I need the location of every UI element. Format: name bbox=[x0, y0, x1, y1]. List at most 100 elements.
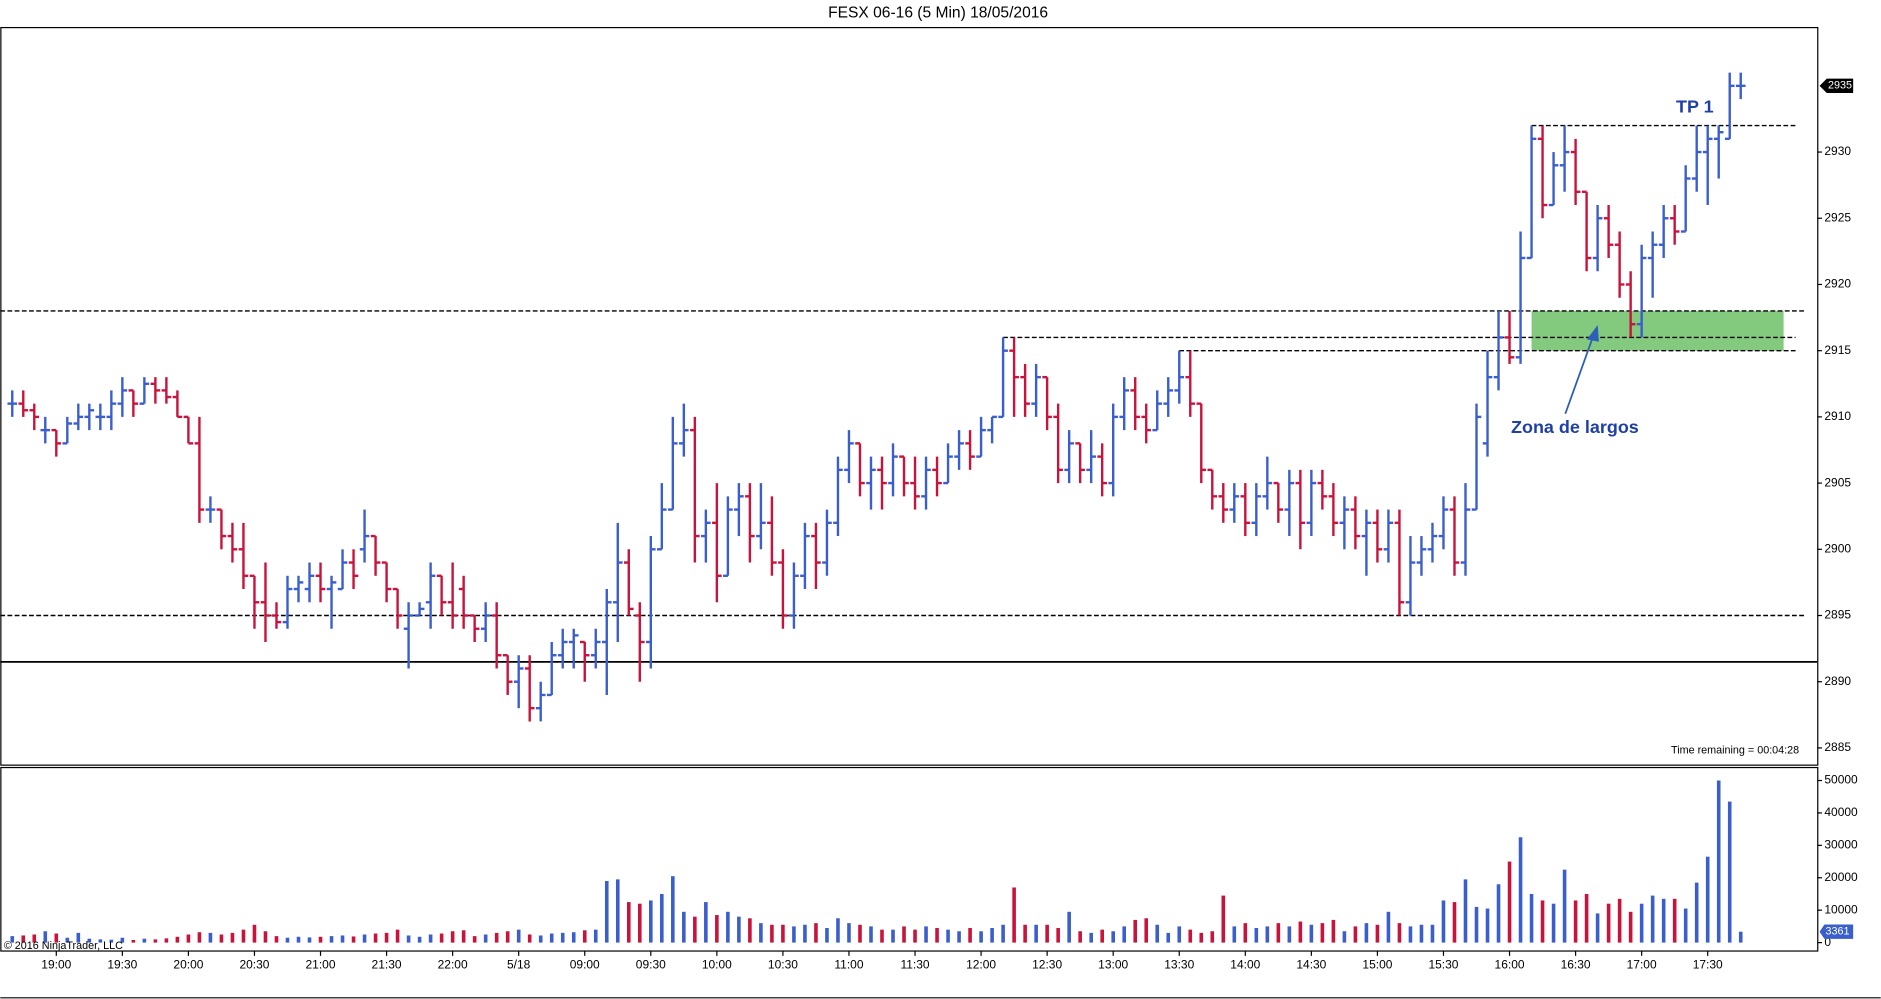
chart-title: FESX 06-16 (5 Min) 18/05/2016 bbox=[828, 4, 1048, 21]
y-tick-label: 2900 bbox=[1824, 541, 1851, 555]
volume-bar bbox=[373, 933, 378, 943]
status-text: Time remaining = 00:04:28 bbox=[1671, 745, 1799, 757]
volume-bar bbox=[637, 903, 642, 943]
volume-bar bbox=[1331, 919, 1336, 943]
level-label: TP 1 bbox=[1676, 96, 1714, 116]
volume-bar bbox=[1265, 926, 1270, 943]
volume-bar bbox=[1111, 931, 1115, 943]
y-tick-label: 2905 bbox=[1824, 475, 1851, 489]
volume-bar bbox=[1617, 898, 1622, 943]
volume-bar bbox=[759, 923, 763, 943]
x-tick-label: 20:00 bbox=[173, 958, 203, 972]
volume-tick-label: 40000 bbox=[1824, 805, 1858, 819]
volume-bar bbox=[164, 938, 169, 943]
volume-bar bbox=[505, 931, 510, 943]
annotation-arrowhead bbox=[1586, 325, 1599, 342]
volume-bar bbox=[946, 929, 950, 943]
volume-bar bbox=[593, 929, 598, 943]
volume-bar bbox=[1474, 906, 1479, 943]
volume-bar bbox=[54, 933, 59, 943]
price-panel bbox=[0, 26, 1819, 766]
volume-bar bbox=[1628, 911, 1633, 943]
x-tick-label: 17:00 bbox=[1627, 958, 1657, 972]
x-tick-label: 15:30 bbox=[1428, 958, 1458, 972]
volume-bar bbox=[924, 926, 928, 943]
volume-bar bbox=[1452, 902, 1457, 943]
volume-bar bbox=[175, 936, 180, 943]
x-tick-label: 11:00 bbox=[834, 958, 863, 972]
volume-bar bbox=[1375, 924, 1380, 943]
volume-bar bbox=[1166, 932, 1171, 943]
volume-bar bbox=[186, 934, 191, 943]
volume-bar bbox=[1188, 929, 1193, 943]
volume-bar bbox=[880, 929, 884, 943]
volume-bar bbox=[1122, 926, 1127, 943]
volume-bar bbox=[241, 929, 246, 943]
volume-tick-label: 10000 bbox=[1824, 902, 1858, 916]
x-tick-label: 20:30 bbox=[239, 958, 269, 972]
volume-bar bbox=[1496, 884, 1501, 943]
x-tick-label: 5/18 bbox=[507, 958, 531, 972]
volume-bar bbox=[384, 932, 389, 943]
y-tick-label: 2885 bbox=[1824, 740, 1851, 754]
y-tick-label: 2910 bbox=[1824, 409, 1851, 423]
volume-bar bbox=[351, 936, 356, 943]
volume-bar bbox=[626, 902, 631, 943]
volume-bar bbox=[263, 931, 268, 943]
volume-bar bbox=[1001, 924, 1005, 943]
volume-bar bbox=[825, 928, 829, 943]
volume-bar bbox=[604, 881, 609, 943]
volume-bar bbox=[582, 930, 587, 943]
y-tick-label: 2895 bbox=[1824, 608, 1851, 622]
x-tick-label: 19:30 bbox=[107, 958, 137, 972]
volume-bar bbox=[428, 934, 433, 943]
volume-bar bbox=[32, 934, 37, 943]
volume-bar bbox=[1210, 931, 1215, 943]
volume-bar bbox=[957, 931, 961, 943]
volume-bar bbox=[494, 932, 499, 943]
volume-bar bbox=[792, 926, 796, 943]
volume-tick-label: 20000 bbox=[1824, 870, 1858, 884]
volume-bar bbox=[968, 928, 972, 943]
volume-bar bbox=[307, 937, 312, 943]
volume-bar bbox=[1034, 924, 1038, 943]
volume-bar bbox=[1672, 898, 1677, 943]
volume-bar bbox=[902, 926, 906, 943]
x-tick-label: 21:30 bbox=[372, 958, 402, 972]
volume-bar bbox=[483, 934, 488, 943]
volume-bar bbox=[549, 933, 554, 943]
volume-tick-label: 30000 bbox=[1824, 838, 1858, 852]
volume-bar bbox=[142, 938, 147, 943]
x-tick-label: 16:30 bbox=[1561, 958, 1591, 972]
volume-bar bbox=[781, 924, 785, 943]
volume-bar bbox=[1705, 856, 1710, 943]
volume-bar bbox=[1606, 903, 1611, 943]
x-tick-label: 11:30 bbox=[900, 958, 929, 972]
volume-bar bbox=[153, 939, 158, 943]
volume-bar bbox=[1518, 837, 1523, 943]
volume-bar bbox=[1232, 926, 1237, 943]
volume-tick-label: 50000 bbox=[1824, 773, 1858, 787]
volume-bar bbox=[10, 936, 15, 943]
volume-bar bbox=[285, 937, 290, 943]
volume-bar bbox=[516, 929, 521, 943]
volume-bar bbox=[439, 933, 444, 943]
y-tick-label: 2925 bbox=[1824, 210, 1851, 224]
x-tick-label: 15:00 bbox=[1362, 958, 1392, 972]
volume-bar bbox=[913, 929, 917, 943]
volume-bar bbox=[1045, 924, 1049, 943]
volume-bar bbox=[1155, 924, 1160, 943]
volume-bar bbox=[109, 939, 114, 943]
volume-bar bbox=[990, 928, 994, 943]
volume-bar bbox=[1364, 923, 1369, 943]
volume-bar bbox=[1133, 919, 1138, 943]
volume-bar bbox=[340, 935, 345, 943]
volume-bar bbox=[1386, 911, 1391, 943]
volume-bar bbox=[1397, 923, 1402, 943]
volume-bar bbox=[395, 929, 400, 943]
x-tick-label: 13:00 bbox=[1098, 958, 1128, 972]
volume-bar bbox=[362, 934, 367, 943]
volume-bar bbox=[1485, 908, 1490, 943]
volume-bar bbox=[230, 932, 235, 943]
